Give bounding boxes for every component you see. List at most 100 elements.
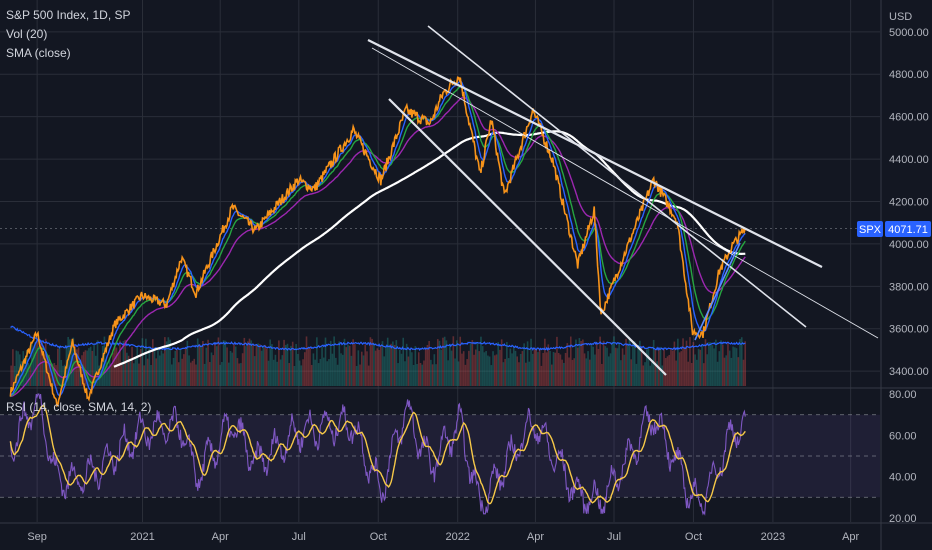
volume-bar bbox=[262, 346, 265, 386]
volume-bar bbox=[656, 361, 658, 386]
volume-bar bbox=[70, 341, 73, 386]
rsi-line bbox=[9, 393, 746, 516]
volume-bar bbox=[423, 360, 425, 386]
volume-bar bbox=[670, 348, 672, 386]
volume-bar bbox=[264, 344, 266, 386]
volume-bar bbox=[91, 350, 94, 386]
volume-bar bbox=[716, 361, 719, 386]
volume-bar bbox=[388, 344, 391, 386]
volume-bar bbox=[611, 341, 614, 386]
volume-bar bbox=[138, 363, 140, 386]
volume-bar bbox=[683, 346, 686, 386]
volume-bar bbox=[576, 347, 579, 386]
volume-bar bbox=[424, 349, 427, 386]
volume-bar bbox=[571, 359, 574, 386]
volume-bar bbox=[554, 352, 557, 386]
volume-bar bbox=[663, 349, 665, 386]
legend-vol[interactable]: Vol (20) bbox=[6, 27, 48, 41]
volume-bar bbox=[411, 352, 413, 386]
volume-bar bbox=[393, 344, 396, 386]
volume-bar bbox=[578, 338, 581, 386]
volume-bar bbox=[274, 354, 277, 386]
volume-bar bbox=[609, 353, 612, 386]
volume-bar bbox=[53, 363, 56, 386]
volume-bar bbox=[740, 337, 743, 386]
volume-bar bbox=[208, 362, 211, 386]
volume-bar bbox=[459, 336, 462, 386]
volume-bar bbox=[84, 350, 87, 386]
volume-bar bbox=[307, 348, 310, 386]
volume-bar bbox=[601, 363, 603, 386]
trendline[interactable] bbox=[367, 39, 823, 268]
legend-sma[interactable]: SMA (close) bbox=[6, 46, 71, 60]
volume-bar bbox=[414, 346, 417, 386]
volume-bar bbox=[644, 362, 646, 386]
price-badge-symbol-box bbox=[857, 221, 883, 237]
price-badge-value-box bbox=[885, 221, 931, 237]
ema-fast-line bbox=[9, 80, 746, 397]
volume-bar bbox=[260, 350, 263, 386]
volume-bar bbox=[421, 364, 424, 386]
volume-bar bbox=[196, 338, 199, 386]
volume-bar bbox=[519, 353, 522, 386]
volume-bar bbox=[392, 341, 394, 386]
x-tick-label: Jul bbox=[292, 531, 306, 543]
legend-rsi[interactable]: RSI (14, close, SMA, 14, 2) bbox=[6, 400, 152, 414]
x-tick-label: Oct bbox=[685, 531, 702, 543]
volume-bar bbox=[594, 354, 596, 386]
volume-bar bbox=[585, 358, 588, 386]
volume-bar bbox=[704, 339, 707, 386]
volume-bar bbox=[504, 358, 506, 386]
volume-bar bbox=[400, 353, 403, 386]
volume-bar bbox=[635, 363, 638, 386]
volume-bar bbox=[155, 358, 158, 386]
volume-bar bbox=[454, 358, 456, 386]
volume-bar bbox=[210, 352, 213, 386]
y-tick-label: 3600.00 bbox=[889, 324, 929, 336]
volume-bar bbox=[499, 349, 501, 386]
y-tick-label: 5000.00 bbox=[889, 27, 929, 39]
volume-bar bbox=[310, 364, 313, 386]
volume-bar bbox=[328, 359, 330, 386]
volume-bar bbox=[376, 348, 379, 386]
volume-bar bbox=[673, 341, 676, 386]
rsi-y-tick-label: 20.00 bbox=[889, 513, 917, 525]
trendline[interactable] bbox=[388, 98, 667, 376]
volume-bar bbox=[367, 365, 370, 386]
volume-bar bbox=[637, 345, 639, 386]
volume-bar bbox=[523, 343, 525, 386]
volume-bar bbox=[450, 350, 453, 386]
volume-bar bbox=[474, 349, 477, 386]
volume-bar bbox=[37, 345, 40, 386]
rsi-pane bbox=[0, 393, 880, 516]
volume-bar bbox=[34, 341, 37, 386]
trendline[interactable] bbox=[371, 47, 879, 339]
volume-bar bbox=[364, 344, 367, 386]
x-tick-label: Apr bbox=[212, 531, 229, 543]
volume-bar bbox=[626, 345, 629, 386]
volume-bar bbox=[305, 336, 308, 386]
volume-bar bbox=[488, 356, 491, 386]
volume-bar bbox=[181, 358, 183, 386]
volume-bar bbox=[312, 353, 315, 386]
volume-bar bbox=[222, 340, 225, 386]
volume-bar bbox=[281, 355, 284, 386]
volume-bar bbox=[341, 354, 344, 386]
volume-bar bbox=[730, 357, 733, 386]
volume-bar bbox=[521, 351, 524, 386]
volume-bar bbox=[483, 352, 486, 386]
legend-title[interactable]: S&P 500 Index, 1D, SP bbox=[6, 8, 131, 22]
trendline[interactable] bbox=[427, 25, 807, 328]
volume-bar bbox=[645, 349, 648, 386]
volume-bar bbox=[528, 361, 531, 386]
volume-bar bbox=[224, 340, 227, 386]
trendline[interactable] bbox=[694, 242, 741, 341]
volume-bar bbox=[158, 355, 161, 386]
volume-bar bbox=[525, 362, 527, 386]
volume-bar bbox=[449, 343, 451, 386]
volume-bar bbox=[537, 352, 539, 386]
volume-bar bbox=[383, 356, 386, 386]
y-tick-label: 4800.00 bbox=[889, 69, 929, 81]
